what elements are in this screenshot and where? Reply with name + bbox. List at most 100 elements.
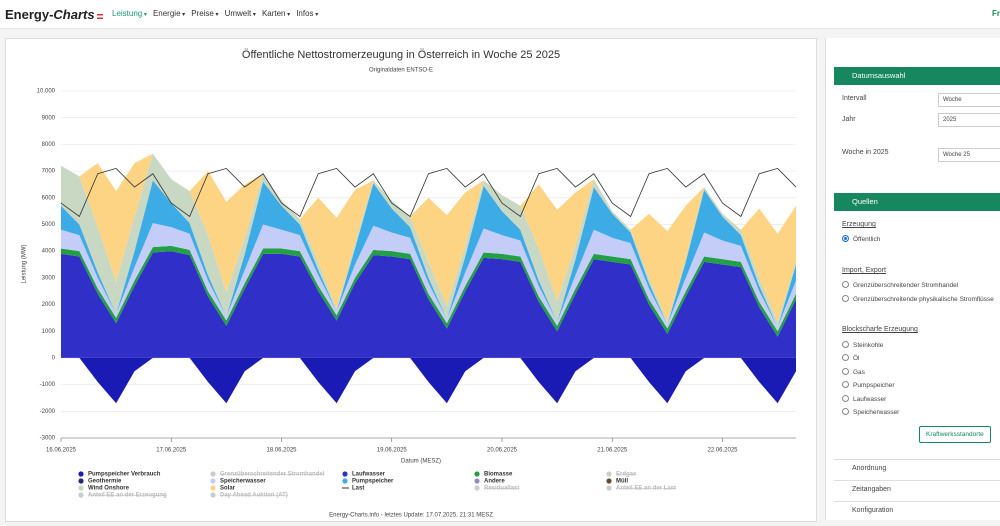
radio[interactable]: Grenzüberschreitende physikalische Strom… xyxy=(842,295,994,303)
radio[interactable]: Öffentlich xyxy=(842,235,880,243)
legend-item[interactable]: Pumpspeicher xyxy=(342,478,394,485)
nav-item[interactable]: Karten xyxy=(262,9,290,18)
chart-panel: Öffentliche Nettostromerzeugung in Öster… xyxy=(5,38,817,522)
y-tick-label: -2000 xyxy=(40,409,56,415)
group-label: Erzeugung xyxy=(842,221,876,228)
legend-item[interactable]: Anteil EE an der Erzeugung xyxy=(78,492,167,499)
area xyxy=(61,180,796,328)
load-line xyxy=(60,167,797,218)
legend-item[interactable]: Laufwasser xyxy=(342,471,386,478)
legend-item[interactable]: Erdgas xyxy=(606,471,637,478)
radio[interactable]: Öl xyxy=(842,354,860,362)
legend-label: Laufwasser xyxy=(352,472,386,478)
legend-swatch xyxy=(210,485,216,491)
y-tick-label: 10.000 xyxy=(37,89,56,95)
legend-item[interactable]: Pumpspeicher Verbrauch xyxy=(78,471,161,478)
legend-label: Biomasse xyxy=(484,472,513,478)
y-tick-label: 7000 xyxy=(42,169,56,175)
chart-title: Öffentliche Nettostromerzeugung in Öster… xyxy=(242,49,560,61)
footer: Energy-Charts.info - letztes Update: 17.… xyxy=(329,513,493,519)
legend-item[interactable]: Geothermie xyxy=(78,478,122,485)
legend-item[interactable]: Grenzüberschreitender Stromhandel xyxy=(210,471,325,478)
legend-item[interactable]: Müll xyxy=(606,478,628,485)
legend-label: Müll xyxy=(616,479,628,485)
y-tick-label: 5000 xyxy=(42,222,56,228)
x-tick-label: 19.06.2025 xyxy=(377,448,408,454)
panel-header[interactable]: Quellen xyxy=(834,193,1000,211)
legend-item[interactable]: Residuallast xyxy=(474,485,519,492)
radio[interactable]: Pumpspeicher xyxy=(842,381,895,389)
legend-label: Anteil EE an der Last xyxy=(616,486,676,492)
legend-swatch xyxy=(78,471,84,477)
area xyxy=(61,251,796,358)
chart-subtitle: Originaldaten ENTSO-E xyxy=(369,68,433,74)
legend-item[interactable]: Last xyxy=(342,486,364,492)
areas xyxy=(61,153,796,404)
legend-item[interactable]: Solar xyxy=(210,485,236,492)
legend-swatch xyxy=(474,471,480,477)
area xyxy=(61,153,796,322)
sidebar: Datumsauswahl Intervall Woche Jahr 2025 … xyxy=(825,38,1000,520)
x-tick-label: 16.06.2025 xyxy=(46,448,77,454)
group-label: Blockscharfe Erzeugung xyxy=(842,326,918,333)
legend-label: Day Ahead Auktion (AT) xyxy=(220,493,288,499)
y-tick-label: 0 xyxy=(52,356,56,362)
collapsible[interactable]: Konfiguration xyxy=(834,501,1000,520)
select[interactable]: Woche 25 xyxy=(938,148,1000,162)
legend-item[interactable]: Wind Onshore xyxy=(78,485,130,492)
field-label: Jahr xyxy=(842,116,856,123)
x-tick-label: 17.06.2025 xyxy=(156,448,187,454)
area xyxy=(61,223,796,332)
legend-item[interactable]: Anteil EE an der Last xyxy=(606,485,676,492)
x-axis-label: Datum (MESZ) xyxy=(401,459,441,465)
legend-item[interactable]: Day Ahead Auktion (AT) xyxy=(210,492,288,499)
legend-label: Wind Onshore xyxy=(88,486,130,492)
radio[interactable]: Steinkohle xyxy=(842,341,883,349)
legend-swatch xyxy=(606,478,612,484)
legend-swatch xyxy=(78,478,84,484)
legend-label: Erdgas xyxy=(616,472,637,478)
nav-item[interactable]: Leistung xyxy=(112,9,147,18)
x-tick-label: 20.06.2025 xyxy=(487,448,518,454)
legend-label: Speicherwasser xyxy=(220,479,266,485)
x-tick-label: 18.06.2025 xyxy=(266,448,297,454)
legend-label: Solar xyxy=(220,486,236,492)
logo-text-bold: Charts xyxy=(53,7,95,22)
corner-logo[interactable]: Fr xyxy=(992,9,1000,18)
top-nav: Energy-Charts Leistung Energie Preise Um… xyxy=(0,0,1000,29)
select[interactable]: Woche xyxy=(938,93,1000,107)
y-tick-label: 1000 xyxy=(42,329,56,335)
y-tick-label: 6000 xyxy=(42,195,56,201)
radio[interactable]: Grenzüberschreitender Stromhandel xyxy=(842,281,958,289)
nav-item[interactable]: Energie xyxy=(153,9,185,18)
button[interactable]: Kraftwerksstandorte xyxy=(919,426,991,443)
x-tick-label: 21.06.2025 xyxy=(597,448,628,454)
radio[interactable]: Gas xyxy=(842,368,865,376)
logo[interactable]: Energy-Charts xyxy=(5,7,103,22)
collapsible[interactable]: Zeitangaben xyxy=(834,480,1000,499)
area xyxy=(61,153,796,328)
y-tick-label: -3000 xyxy=(40,436,56,442)
radio[interactable]: Speicherwasser xyxy=(842,408,899,416)
legend-item[interactable]: Speicherwasser xyxy=(210,478,266,485)
flag xyxy=(96,14,103,19)
legend-label: Anteil EE an der Erzeugung xyxy=(88,493,167,499)
area xyxy=(61,357,796,404)
legend-swatch xyxy=(606,471,612,477)
panel-header[interactable]: Datumsauswahl xyxy=(834,67,1000,85)
legend-label: Residuallast xyxy=(484,486,519,492)
legend-item[interactable]: Andere xyxy=(474,478,505,485)
field-label: Woche in 2025 xyxy=(842,149,889,156)
legend-swatch xyxy=(210,492,216,498)
collapsible[interactable]: Anordnung xyxy=(834,459,1000,478)
legend-label: Grenzüberschreitender Stromhandel xyxy=(220,472,325,478)
logo-text: Energy- xyxy=(5,7,54,22)
nav-item[interactable]: Umwelt xyxy=(225,9,256,18)
select[interactable]: 2025 xyxy=(938,113,1000,127)
y-tick-label: 3000 xyxy=(42,275,56,281)
nav-item[interactable]: Preise xyxy=(191,9,218,18)
radio[interactable]: Laufwasser xyxy=(842,395,886,403)
nav-item[interactable]: Infos xyxy=(296,9,318,18)
legend-item[interactable]: Biomasse xyxy=(474,471,513,478)
legend-label: Pumpspeicher xyxy=(352,479,394,485)
